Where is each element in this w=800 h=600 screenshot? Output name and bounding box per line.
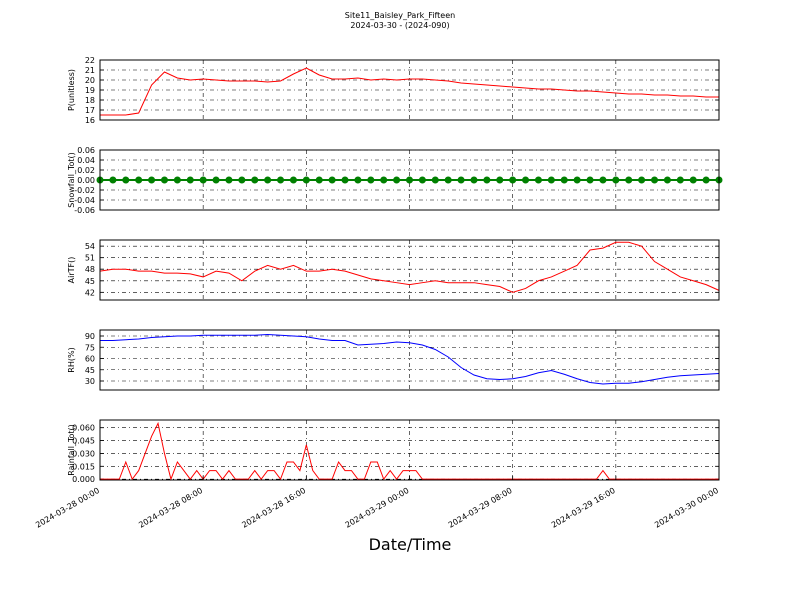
data-point [122,176,130,184]
y-tick-label: 45 [85,277,95,286]
y-tick-label: 21 [85,66,95,75]
y-tick-label: 0.02 [77,166,95,175]
data-point [277,176,285,184]
data-point [238,176,246,184]
data-point [496,176,504,184]
y-axis-label: RH(%) [67,347,76,372]
plot-frame [99,59,720,121]
data-point [315,176,323,184]
data-point [483,176,491,184]
data-point [586,176,594,184]
data-point [225,176,233,184]
y-tick-label: 51 [85,254,95,263]
plot-frame [99,329,720,391]
chart-title: Site11_Baisley_Park_Fifteen [345,11,455,20]
y-tick-label: -0.06 [74,206,95,215]
y-tick-label: 0.04 [77,156,95,165]
data-line [100,333,720,385]
data-point [186,176,194,184]
data-point [380,176,388,184]
data-point [560,176,568,184]
data-point [534,176,542,184]
y-tick-label: 54 [85,242,95,251]
data-point [251,176,259,184]
y-axis-label: Snowfall_Tot() [67,152,76,208]
y-tick-label: 0.060 [72,424,95,433]
data-line [100,67,719,116]
data-point [212,176,220,184]
data-point [199,176,207,184]
data-point [509,176,517,184]
data-point [289,176,297,184]
y-tick-label: 19 [85,86,95,95]
data-point [547,176,555,184]
y-axis-label: AirTF() [67,257,76,284]
y-tick-label: 0.000 [72,475,95,484]
data-point [341,176,349,184]
data-point [135,176,143,184]
data-point [393,176,401,184]
data-point [431,176,439,184]
y-tick-label: 30 [85,377,95,386]
data-point [689,176,697,184]
y-tick-label: 0.015 [72,462,95,471]
data-point [457,176,465,184]
y-tick-label: 60 [85,355,95,364]
y-tick-label: 75 [85,343,95,352]
data-point [264,176,272,184]
data-point [663,176,671,184]
data-point [148,176,156,184]
data-point [573,176,581,184]
data-point [599,176,607,184]
data-line [100,421,719,481]
data-point [676,176,684,184]
data-point [354,176,362,184]
y-tick-label: 0.045 [72,437,95,446]
plot-frame [99,239,720,301]
y-tick-label: 0.00 [77,176,95,185]
data-point [418,176,426,184]
data-point [612,176,620,184]
x-axis-label: Date/Time [369,535,452,554]
data-point [367,176,375,184]
y-tick-label: 17 [85,106,95,115]
plot-frame [99,149,720,211]
data-point [702,176,710,184]
data-line [99,241,720,293]
data-point [522,176,530,184]
y-tick-label: -0.02 [74,186,95,195]
y-tick-label: 16 [85,116,95,125]
data-point [651,176,659,184]
y-tick-label: 0.06 [77,146,95,155]
y-axis-label: Rainfall_Tot() [67,424,76,476]
data-point [302,176,310,184]
y-tick-label: 20 [85,76,95,85]
data-point [470,176,478,184]
y-tick-label: 0.030 [72,449,95,458]
y-tick-label: 18 [85,96,95,105]
chart-subtitle: 2024-03-30 - (2024-090) [350,21,449,30]
y-tick-label: 48 [85,265,95,274]
y-tick-label: 42 [85,288,95,297]
data-point [638,176,646,184]
y-tick-label: 22 [85,56,95,65]
data-point [160,176,168,184]
data-point [406,176,413,184]
data-point [173,176,181,184]
data-point [109,176,117,184]
y-axis-label: P(unitless) [67,69,76,111]
data-point [625,176,633,184]
data-point [444,176,452,184]
y-tick-label: 45 [85,366,95,375]
y-tick-label: 90 [85,332,95,341]
y-tick-label: -0.04 [74,196,95,205]
data-point [328,176,336,184]
